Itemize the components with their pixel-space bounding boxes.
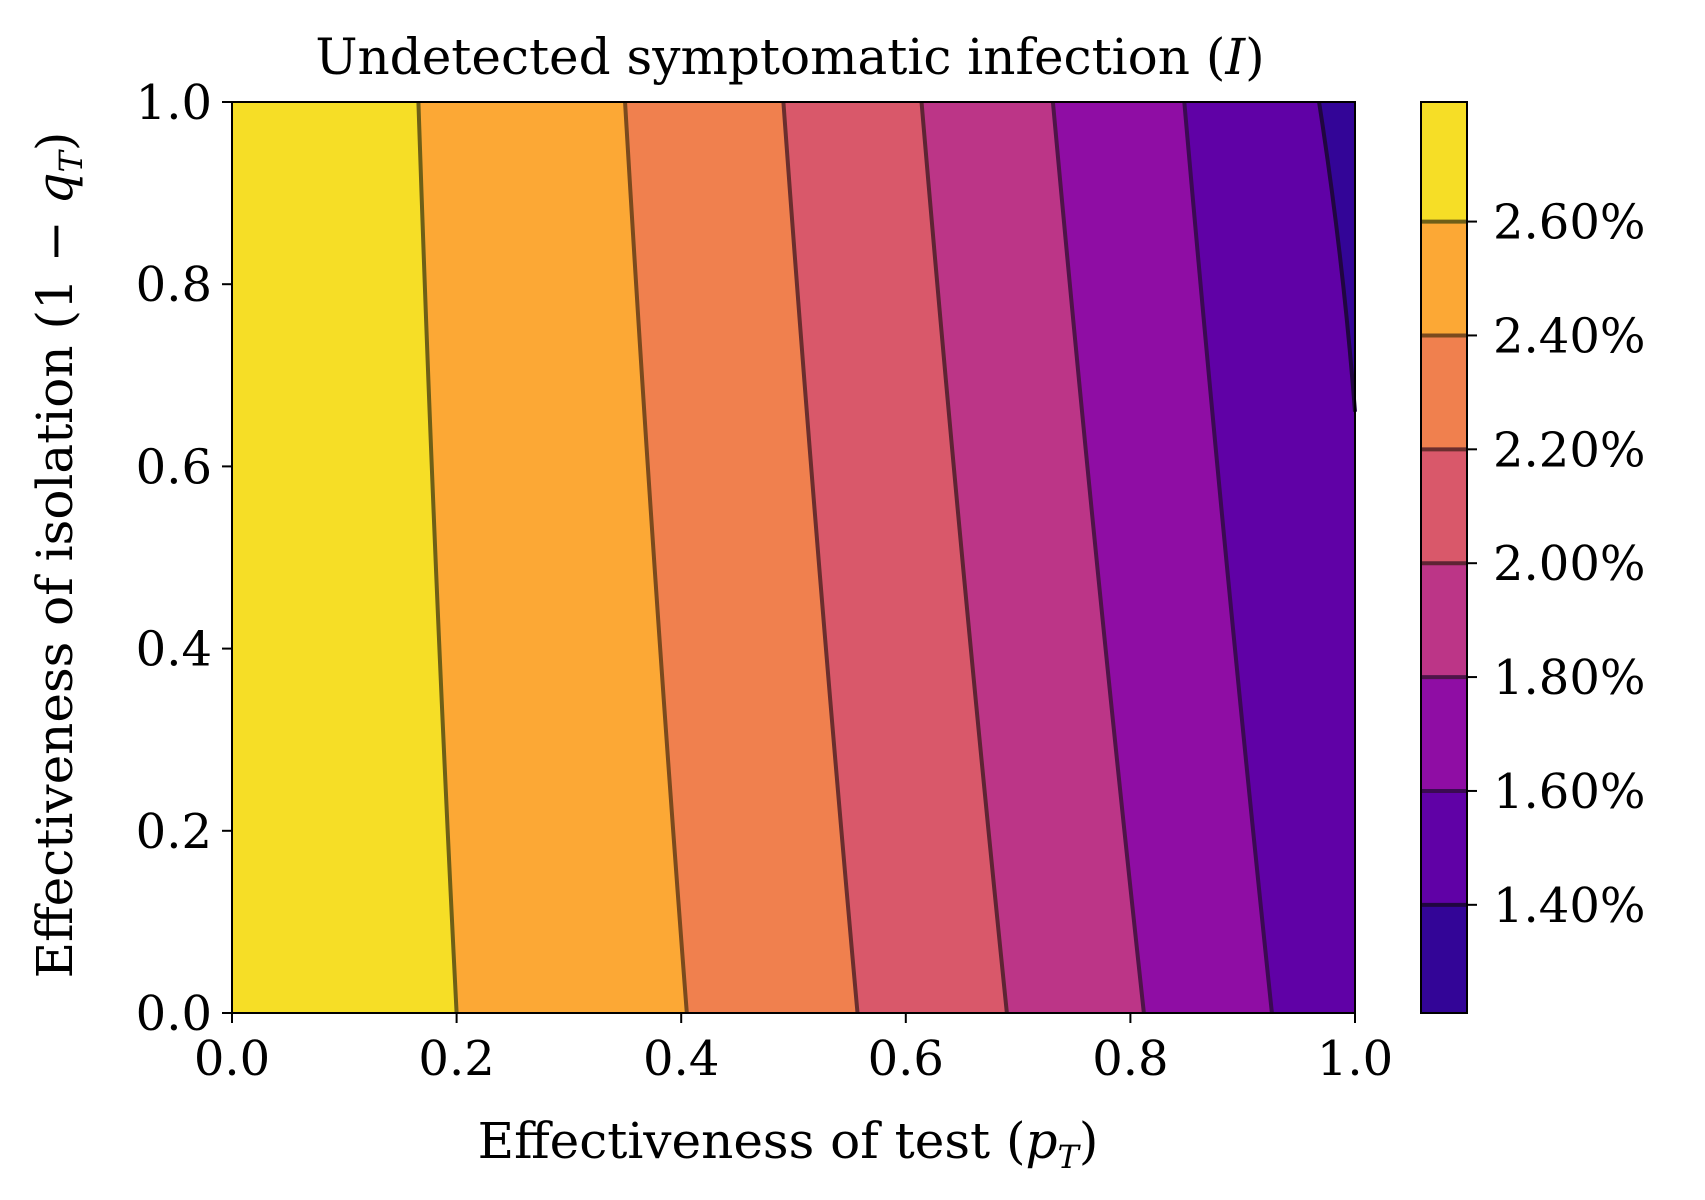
colorbar-tick-label: 2.60% [1493,195,1645,251]
colorbar-band [1421,335,1467,450]
contour-line-1.60 [1182,101,1274,1014]
x-tick-label: 0.8 [1092,1031,1168,1087]
colorbar: 1.40% 1.60% 1.80% 2.00% 2.20% 2.40% 2.60% [1420,101,1645,1014]
colorbar-tick-label: 2.00% [1493,536,1645,592]
colorbar-tick-label: 1.40% [1493,878,1645,934]
colorbar-bands [1421,102,1467,1013]
y-tick-label: 0.4 [136,622,212,678]
contour-line-1.80 [1050,101,1146,1014]
colorbar-tick-label: 1.60% [1493,764,1645,820]
contour-lines [416,101,1357,1014]
x-tick-label: 0.2 [418,1031,494,1087]
colorbar-band [1421,221,1467,336]
contour-line-2.40 [623,101,689,1014]
x-axis-ticks: 0.0 0.2 0.4 0.6 0.8 1.0 [194,1013,1393,1087]
y-tick-label: 0.8 [136,257,212,313]
colorbar-frame [1420,101,1468,1014]
y-tick-label: 0.2 [136,804,212,860]
colorbar-band [1421,677,1467,791]
contour-line-1.40 [1317,101,1357,412]
colorbar-band [1421,790,1467,905]
y-tick-label: 1.0 [136,75,212,131]
y-tick-label: 0.0 [136,986,212,1042]
x-tick-label: 1.0 [1317,1031,1393,1087]
y-axis-ticks: 0.0 0.2 0.4 0.6 0.8 1.0 [136,75,232,1042]
contour-line-2.60 [416,101,459,1014]
chart-title: Undetected symptomatic infection (I) [315,28,1264,86]
colorbar-band [1421,563,1467,678]
colorbar-tick-label: 2.40% [1493,308,1645,364]
x-tick-label: 0.0 [194,1031,270,1087]
band-above-2.60 [232,102,457,1013]
contour-line-2.20 [781,101,860,1014]
colorbar-tick-label: 2.20% [1493,422,1645,478]
colorbar-ticks: 1.40% 1.60% 1.80% 2.00% 2.20% 2.40% 2.60% [1467,195,1645,934]
y-tick-label: 0.6 [136,439,212,495]
colorbar-band [1421,449,1467,564]
colorbar-band [1421,102,1467,222]
colorbar-level-lines [1421,219,1467,907]
colorbar-tick-label: 1.80% [1493,650,1645,706]
x-tick-label: 0.6 [868,1031,944,1087]
x-axis-label: Effectiveness of test (pT) [478,1112,1099,1176]
colorbar-band [1421,904,1467,1013]
contour-bands [232,102,1355,1013]
plot-frame [231,101,1356,1014]
contour-line-2.00 [919,101,1009,1014]
x-tick-label: 0.4 [643,1031,719,1087]
y-axis-label: Effectiveness of isolation (1 − qT) [26,132,90,979]
